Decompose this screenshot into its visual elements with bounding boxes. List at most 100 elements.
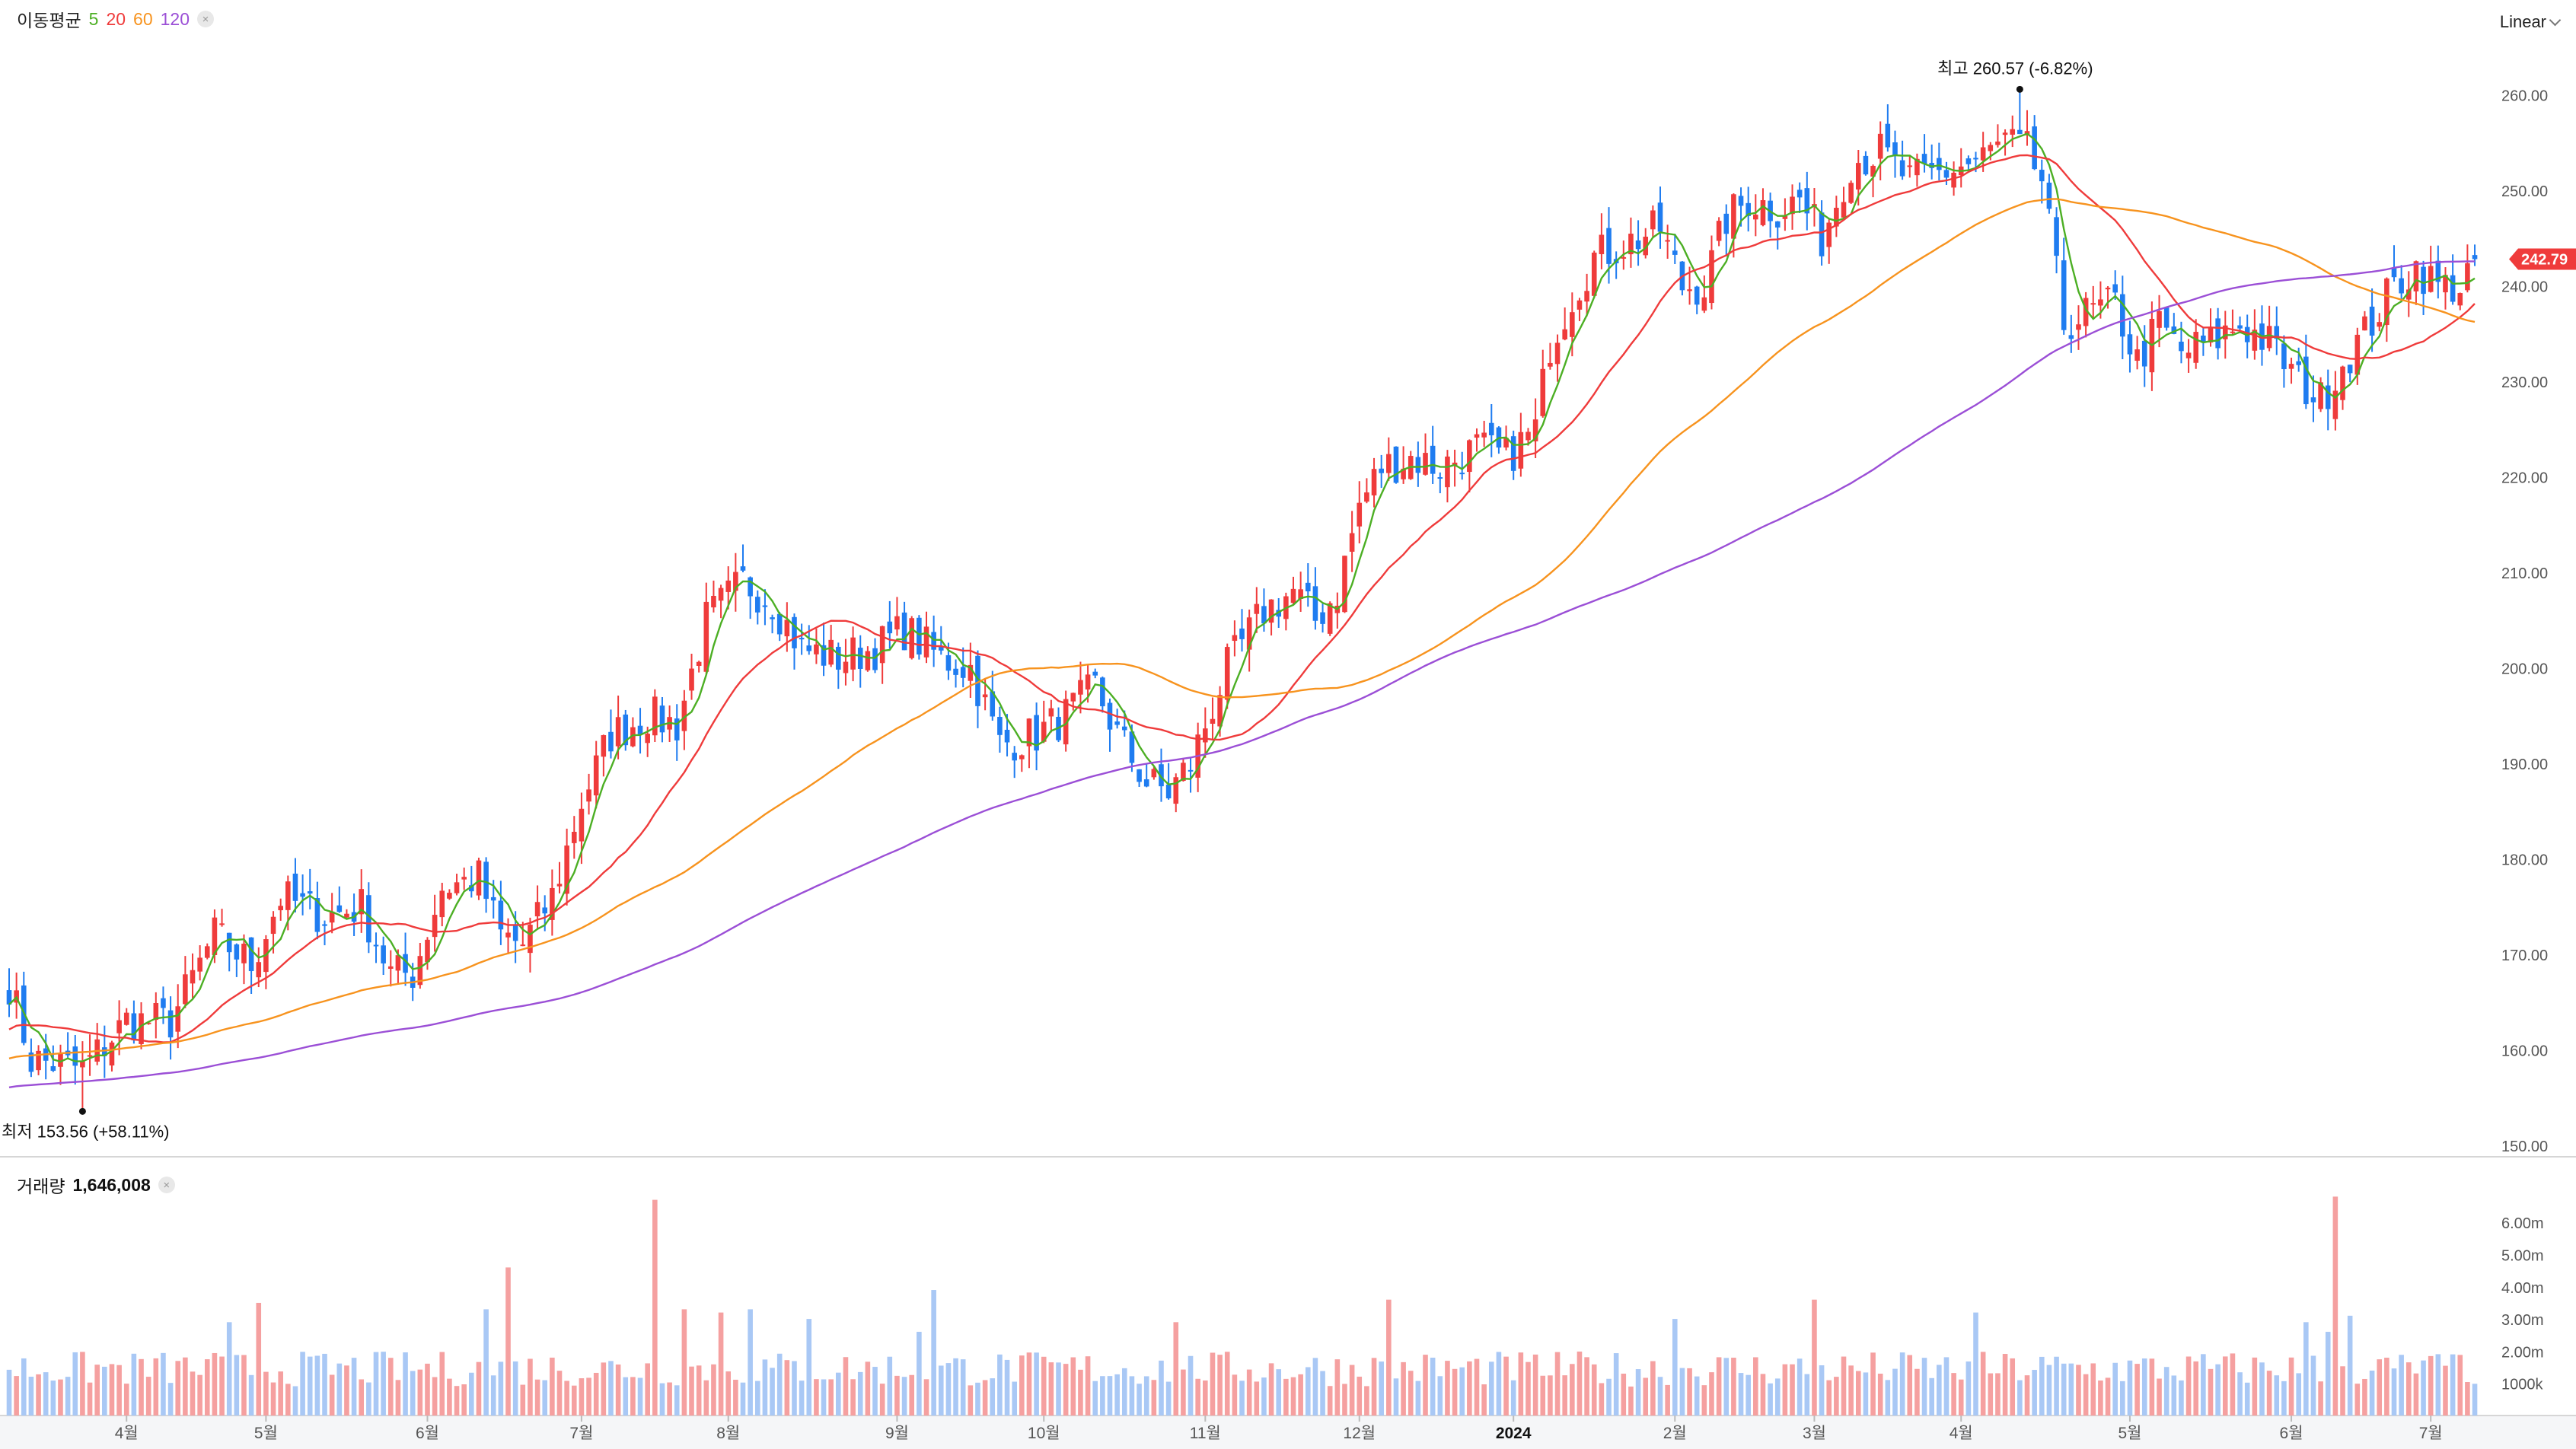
candle-body bbox=[2185, 352, 2192, 358]
candle-body bbox=[2252, 330, 2258, 351]
volume-bar bbox=[542, 1380, 548, 1416]
candle-body bbox=[498, 900, 504, 930]
candle-body bbox=[953, 668, 958, 675]
volume-bar bbox=[1349, 1365, 1355, 1416]
close-moving-average-icon[interactable]: × bbox=[197, 11, 214, 27]
volume-bar bbox=[1357, 1376, 1363, 1416]
candle-body bbox=[1951, 173, 1956, 188]
volume-bar bbox=[2428, 1355, 2434, 1416]
time-tick-label: 2024 bbox=[1496, 1425, 1532, 1442]
candle-body bbox=[542, 907, 548, 914]
candle-body bbox=[483, 861, 489, 900]
ma120-label[interactable]: 120 bbox=[160, 8, 190, 29]
candle-body bbox=[1239, 628, 1245, 639]
time-tick-label: 5월 bbox=[2118, 1425, 2141, 1442]
candle-body bbox=[2391, 268, 2397, 278]
candle-body bbox=[387, 966, 394, 969]
ma60-label[interactable]: 60 bbox=[133, 8, 153, 29]
candle-body bbox=[36, 1050, 41, 1071]
volume-bar bbox=[1121, 1368, 1127, 1416]
candle-body bbox=[879, 626, 885, 664]
candle-body bbox=[1694, 286, 1700, 305]
volume-bar bbox=[1591, 1364, 1597, 1416]
volume-bar bbox=[1723, 1358, 1730, 1416]
candle-body bbox=[1503, 438, 1509, 447]
volume-bar bbox=[1320, 1371, 1325, 1416]
ma60-line bbox=[8, 198, 2476, 1059]
volume-bar bbox=[248, 1374, 254, 1416]
volume-bar bbox=[1386, 1299, 1392, 1416]
volume-bar bbox=[1855, 1371, 1861, 1416]
candle-body bbox=[696, 661, 702, 666]
scale-mode-label: Linear bbox=[2499, 12, 2546, 31]
volume-bar bbox=[153, 1358, 159, 1416]
candle-body bbox=[1254, 603, 1260, 614]
candle-body bbox=[1914, 158, 1920, 176]
candle-body bbox=[183, 974, 188, 1005]
candle-body bbox=[1848, 183, 1854, 203]
volume-tick-label: 4.00m bbox=[2501, 1280, 2544, 1297]
candle-body bbox=[278, 906, 283, 911]
volume-bar bbox=[1364, 1386, 1369, 1416]
candle-body bbox=[593, 755, 599, 796]
volume-bar bbox=[1283, 1378, 1289, 1416]
volume-bar bbox=[410, 1371, 416, 1416]
volume-bar bbox=[615, 1364, 621, 1416]
candle-body bbox=[2310, 397, 2316, 403]
close-volume-icon[interactable]: × bbox=[158, 1177, 175, 1193]
volume-bar bbox=[476, 1361, 482, 1416]
time-tick-label: 4월 bbox=[115, 1425, 139, 1442]
candle-body bbox=[1100, 677, 1105, 707]
candle-body bbox=[2362, 316, 2367, 331]
volume-bar bbox=[1496, 1352, 1502, 1416]
volume-bar bbox=[2141, 1358, 2147, 1416]
candle-body bbox=[1217, 695, 1223, 727]
volume-bar bbox=[2310, 1355, 2316, 1416]
volume-bar bbox=[1870, 1352, 1876, 1416]
volume-bar bbox=[586, 1377, 591, 1416]
candle-body bbox=[520, 944, 526, 947]
volume-bar bbox=[1467, 1361, 1472, 1416]
candle-body bbox=[608, 731, 614, 752]
time-tick-label: 6월 bbox=[416, 1425, 439, 1442]
volume-bar bbox=[1790, 1364, 1795, 1416]
candle-body bbox=[2112, 284, 2118, 293]
volume-bar bbox=[2222, 1356, 2228, 1416]
volume-bar bbox=[1819, 1365, 1825, 1416]
candle-body bbox=[175, 1006, 181, 1032]
volume-bar bbox=[754, 1381, 760, 1416]
ma5-label[interactable]: 5 bbox=[88, 8, 99, 29]
candle-body bbox=[1137, 769, 1142, 782]
volume-bar bbox=[703, 1380, 709, 1416]
volume-bar bbox=[1899, 1352, 1905, 1416]
scale-mode-dropdown[interactable]: Linear bbox=[2499, 12, 2562, 32]
volume-bar bbox=[674, 1385, 680, 1416]
volume-bar bbox=[1701, 1385, 1707, 1416]
candle-body bbox=[784, 619, 790, 637]
volume-tick-label: 5.00m bbox=[2501, 1248, 2544, 1265]
candle-body bbox=[2193, 332, 2199, 363]
volume-bar bbox=[953, 1358, 958, 1416]
candle-body bbox=[1709, 250, 1714, 304]
candle-body bbox=[1393, 446, 1399, 483]
ma20-label[interactable]: 20 bbox=[106, 8, 126, 29]
last-price-label: 242.79 bbox=[2521, 251, 2568, 268]
candle-body bbox=[770, 617, 775, 619]
time-tick-label: 12월 bbox=[1343, 1425, 1376, 1442]
candle-body bbox=[1584, 291, 1589, 302]
volume-bar bbox=[1937, 1365, 1942, 1416]
volume-bar bbox=[1914, 1368, 1920, 1416]
volume-bar bbox=[2252, 1357, 2258, 1416]
volume-bar bbox=[102, 1366, 107, 1416]
volume-bar bbox=[1261, 1377, 1267, 1416]
volume-bar bbox=[1643, 1377, 1649, 1416]
volume-bar bbox=[645, 1363, 650, 1416]
volume-bar bbox=[2032, 1370, 2037, 1416]
candle-body bbox=[534, 902, 540, 917]
candle-body bbox=[2127, 334, 2133, 355]
volume-bar bbox=[2112, 1362, 2118, 1416]
volume-bar bbox=[1907, 1355, 1913, 1416]
candle-body bbox=[50, 1065, 56, 1072]
candle-body bbox=[476, 860, 482, 896]
